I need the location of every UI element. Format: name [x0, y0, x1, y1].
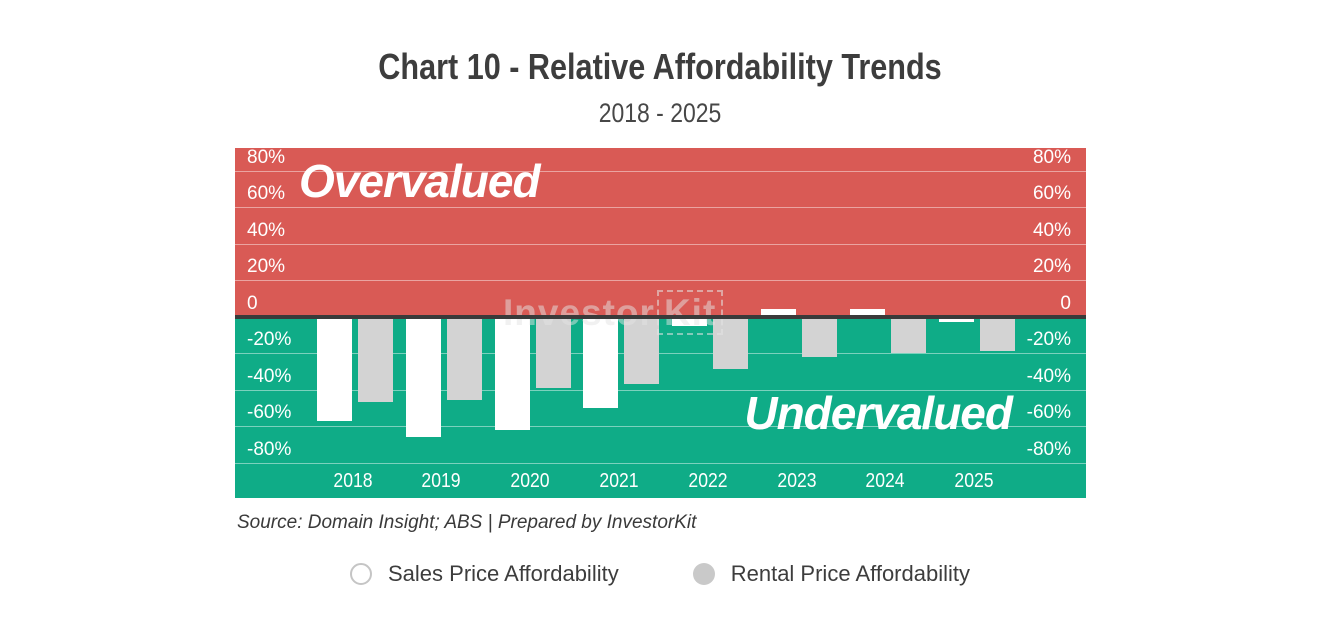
x-label-2022: 2022	[688, 470, 728, 492]
y-tick-left--20%: -20%	[247, 329, 292, 350]
gridline--80%	[235, 462, 1086, 464]
y-tick-right--20%: -20%	[1026, 329, 1071, 350]
plot-area: Overvalued Undervalued Investor Kit 80% 80…	[235, 148, 1086, 498]
bar-rental-2023	[802, 316, 837, 357]
y-tick-right-0: 0	[1060, 292, 1071, 314]
gridline-80%	[235, 170, 1086, 172]
y-tick-right-80%: 80%	[1032, 146, 1071, 168]
x-label-2021: 2021	[599, 470, 639, 492]
zero-axis-line	[235, 314, 1086, 319]
x-label-2025: 2025	[954, 470, 994, 492]
bar-sales-2020	[494, 316, 530, 430]
overvalued-zone-label: Overvalued	[299, 155, 541, 207]
bar-rental-2025	[979, 316, 1015, 352]
undervalued-zone-label: Undervalued	[744, 387, 1013, 439]
y-tick-left-0: 0	[247, 292, 258, 314]
y-tick-right-40%: 40%	[1032, 219, 1071, 241]
bar-sales-2025	[938, 316, 974, 322]
bar-sales-2022	[672, 316, 708, 326]
watermark-text-investor: Investor	[503, 292, 655, 333]
y-tick-right-20%: 20%	[1032, 256, 1071, 277]
y-tick-left--40%: -40%	[247, 365, 292, 387]
bar-rental-2018	[358, 316, 393, 403]
y-tick-right--40%: -40%	[1026, 365, 1071, 387]
legend-item-rental: Rental Price Affordability	[692, 561, 970, 587]
investorkit-watermark: Investor Kit	[503, 290, 724, 335]
bar-rental-2019	[446, 316, 482, 401]
bar-rental-2022	[713, 316, 749, 370]
legend: Sales Price Affordability Rental Price A…	[0, 561, 1320, 587]
y-tick-left-40%: 40%	[247, 219, 286, 241]
bar-rental-2024	[890, 316, 926, 353]
bar-sales-2019	[405, 316, 441, 437]
y-tick-left--60%: -60%	[247, 402, 292, 423]
x-label-2024: 2024	[865, 470, 905, 492]
gridline-60%	[235, 207, 1086, 208]
y-tick-left-80%: 80%	[247, 146, 286, 168]
rental-series-swatch-icon	[692, 563, 715, 585]
y-tick-left-60%: 60%	[247, 183, 286, 204]
gridline--40%	[235, 389, 1086, 391]
gridline--20%	[235, 353, 1086, 354]
gridline--60%	[235, 426, 1086, 427]
gridline-40%	[235, 243, 1086, 245]
y-tick-right--60%: -60%	[1026, 402, 1071, 423]
bar-sales-2021	[583, 316, 619, 408]
x-label-2020: 2020	[510, 470, 550, 492]
bar-sales-2023	[761, 309, 796, 317]
bar-rental-2021	[624, 316, 660, 385]
watermark-text-kit: Kit	[656, 290, 724, 335]
y-tick-left--80%: -80%	[247, 438, 292, 460]
y-tick-left-20%: 20%	[247, 256, 286, 277]
y-tick-right--80%: -80%	[1026, 438, 1071, 460]
bar-sales-2018	[317, 316, 352, 421]
x-label-2023: 2023	[776, 470, 817, 492]
overvalued-zone	[235, 148, 1086, 317]
chart-subtitle: 2018 - 2025	[598, 98, 722, 128]
source-note: Source: Domain Insight; ABS | Prepared b…	[237, 512, 697, 533]
y-tick-right-60%: 60%	[1032, 183, 1071, 204]
chart-title: Chart 10 - Relative Affordability Trends	[378, 46, 942, 87]
legend-label-sales: Sales Price Affordability	[388, 561, 619, 586]
legend-label-rental: Rental Price Affordability	[730, 561, 970, 586]
bar-rental-2020	[535, 316, 571, 388]
legend-item-sales: Sales Price Affordability	[350, 561, 619, 587]
bar-sales-2024	[849, 309, 885, 317]
x-label-2018: 2018	[332, 470, 373, 492]
x-label-2019: 2019	[421, 470, 461, 492]
gridline-20%	[235, 280, 1086, 281]
sales-series-swatch-icon	[350, 563, 372, 585]
